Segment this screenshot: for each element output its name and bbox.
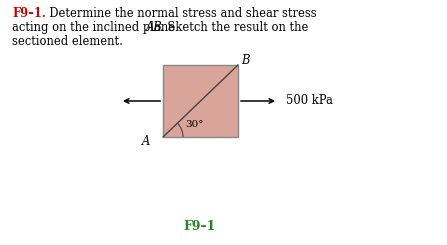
Text: 500 kPa: 500 kPa	[286, 95, 333, 108]
Text: AB: AB	[146, 21, 163, 34]
Text: F9–1: F9–1	[184, 220, 216, 233]
Bar	[163, 65, 238, 137]
Text: 30°: 30°	[185, 120, 203, 129]
Text: Determine the normal stress and shear stress: Determine the normal stress and shear st…	[42, 7, 316, 20]
Text: A: A	[142, 135, 150, 148]
Text: . Sketch the result on the: . Sketch the result on the	[160, 21, 308, 34]
Text: B: B	[241, 54, 249, 67]
Text: F9–1.: F9–1.	[12, 7, 46, 20]
Text: acting on the inclined plane: acting on the inclined plane	[12, 21, 179, 34]
Text: sectioned element.: sectioned element.	[12, 35, 123, 48]
